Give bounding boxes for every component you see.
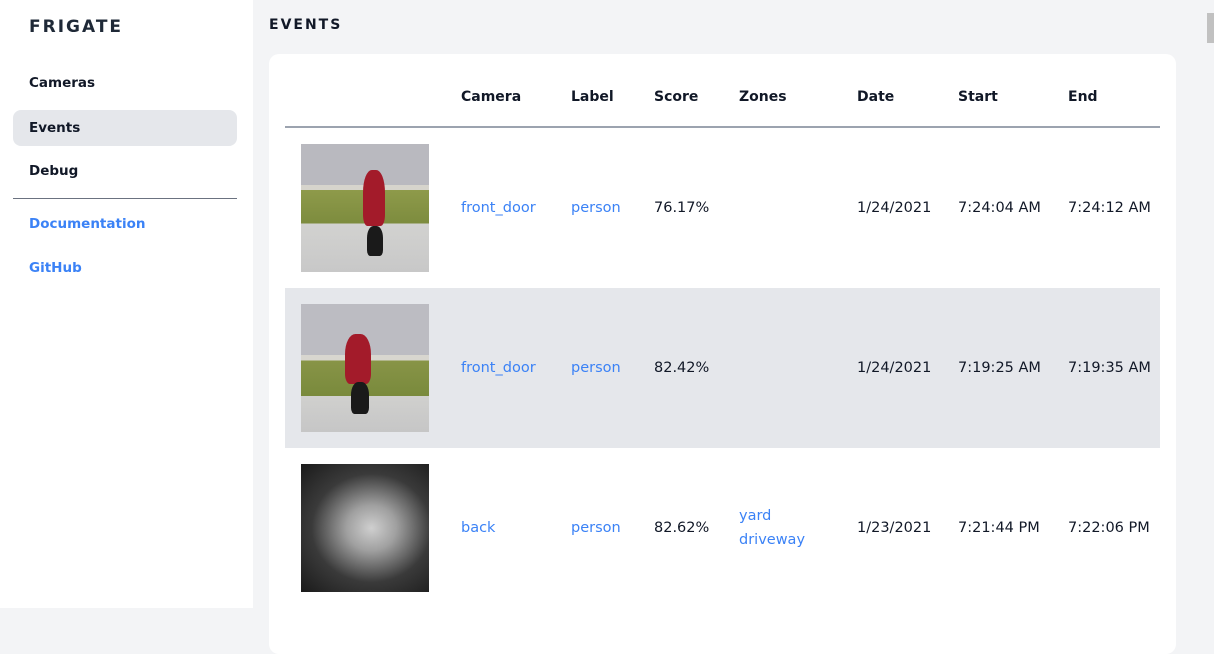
label-link[interactable]: person	[571, 200, 621, 216]
label-link[interactable]: person	[571, 520, 621, 536]
app-logo[interactable]: FRIGATE	[29, 17, 124, 37]
table-row[interactable]: front_door person 82.42% 1/24/2021 7:19:…	[285, 288, 1160, 448]
header-label: Label	[571, 89, 614, 105]
camera-link[interactable]: front_door	[461, 360, 536, 376]
score: 82.42%	[654, 360, 710, 376]
header-divider	[285, 126, 1160, 128]
scrollbar-thumb[interactable]	[1207, 13, 1214, 43]
date: 1/23/2021	[857, 520, 932, 536]
sidebar-link-github[interactable]: GitHub	[29, 260, 82, 276]
event-thumbnail[interactable]	[301, 304, 429, 432]
date: 1/24/2021	[857, 360, 932, 376]
header-end: End	[1068, 89, 1098, 105]
header-date: Date	[857, 89, 895, 105]
header-zones: Zones	[739, 89, 787, 105]
zone-link[interactable]: driveway	[739, 532, 806, 548]
table-row[interactable]: front_door person 76.17% 1/24/2021 7:24:…	[285, 128, 1160, 288]
table-row[interactable]: back person 82.62% yard driveway 1/23/20…	[285, 448, 1160, 608]
label-link[interactable]: person	[571, 360, 621, 376]
start-time: 7:24:04 AM	[958, 200, 1041, 216]
start-time: 7:21:44 PM	[958, 520, 1040, 536]
camera-link[interactable]: front_door	[461, 200, 536, 216]
end-time: 7:24:12 AM	[1068, 200, 1151, 216]
camera-link[interactable]: back	[461, 520, 496, 536]
header-start: Start	[958, 89, 998, 105]
score: 76.17%	[654, 200, 710, 216]
score: 82.62%	[654, 520, 710, 536]
zone-link[interactable]: yard	[739, 508, 772, 524]
sidebar-item-events[interactable]: Events	[13, 110, 237, 146]
end-time: 7:22:06 PM	[1068, 520, 1150, 536]
header-score: Score	[654, 89, 699, 105]
sidebar-divider	[13, 198, 237, 199]
event-thumbnail[interactable]	[301, 464, 429, 592]
date: 1/24/2021	[857, 200, 932, 216]
sidebar-item-debug[interactable]: Debug	[29, 163, 79, 179]
sidebar-item-cameras[interactable]: Cameras	[29, 75, 96, 91]
sidebar: FRIGATE Cameras Events Debug Documentati…	[0, 0, 253, 608]
sidebar-link-documentation[interactable]: Documentation	[29, 216, 146, 232]
start-time: 7:19:25 AM	[958, 360, 1041, 376]
header-camera: Camera	[461, 89, 522, 105]
page-title: EVENTS	[269, 17, 343, 33]
zones: yard driveway	[739, 448, 805, 608]
end-time: 7:19:35 AM	[1068, 360, 1151, 376]
event-thumbnail[interactable]	[301, 144, 429, 272]
